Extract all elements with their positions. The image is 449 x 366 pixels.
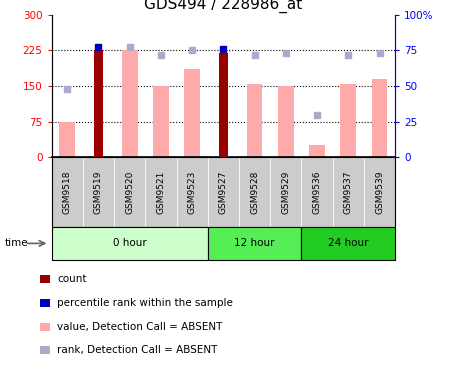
- Text: GSM9521: GSM9521: [156, 171, 165, 214]
- Title: GDS494 / 228986_at: GDS494 / 228986_at: [144, 0, 303, 13]
- Bar: [340, 83, 356, 157]
- Text: GSM9537: GSM9537: [344, 171, 353, 214]
- Text: GSM9519: GSM9519: [94, 171, 103, 214]
- Text: percentile rank within the sample: percentile rank within the sample: [57, 298, 233, 308]
- Text: time: time: [4, 238, 28, 249]
- Bar: [153, 86, 169, 157]
- Text: GSM9539: GSM9539: [375, 171, 384, 214]
- Bar: [94, 50, 103, 157]
- Text: GSM9528: GSM9528: [250, 171, 259, 214]
- Text: count: count: [57, 274, 87, 284]
- Text: GSM9523: GSM9523: [188, 171, 197, 214]
- Bar: [219, 53, 228, 157]
- Bar: [59, 122, 75, 157]
- Text: 0 hour: 0 hour: [113, 238, 146, 249]
- Text: GSM9536: GSM9536: [313, 171, 321, 214]
- Text: rank, Detection Call = ABSENT: rank, Detection Call = ABSENT: [57, 346, 217, 355]
- Text: GSM9527: GSM9527: [219, 171, 228, 214]
- Bar: [122, 50, 137, 157]
- Bar: [309, 146, 325, 157]
- Text: 12 hour: 12 hour: [234, 238, 275, 249]
- Text: GSM9520: GSM9520: [125, 171, 134, 214]
- Text: GSM9529: GSM9529: [282, 171, 291, 214]
- Bar: [372, 79, 387, 157]
- Text: value, Detection Call = ABSENT: value, Detection Call = ABSENT: [57, 322, 222, 332]
- Text: 24 hour: 24 hour: [328, 238, 369, 249]
- Bar: [247, 83, 262, 157]
- Text: GSM9518: GSM9518: [63, 171, 72, 214]
- Bar: [278, 86, 294, 157]
- Bar: [185, 69, 200, 157]
